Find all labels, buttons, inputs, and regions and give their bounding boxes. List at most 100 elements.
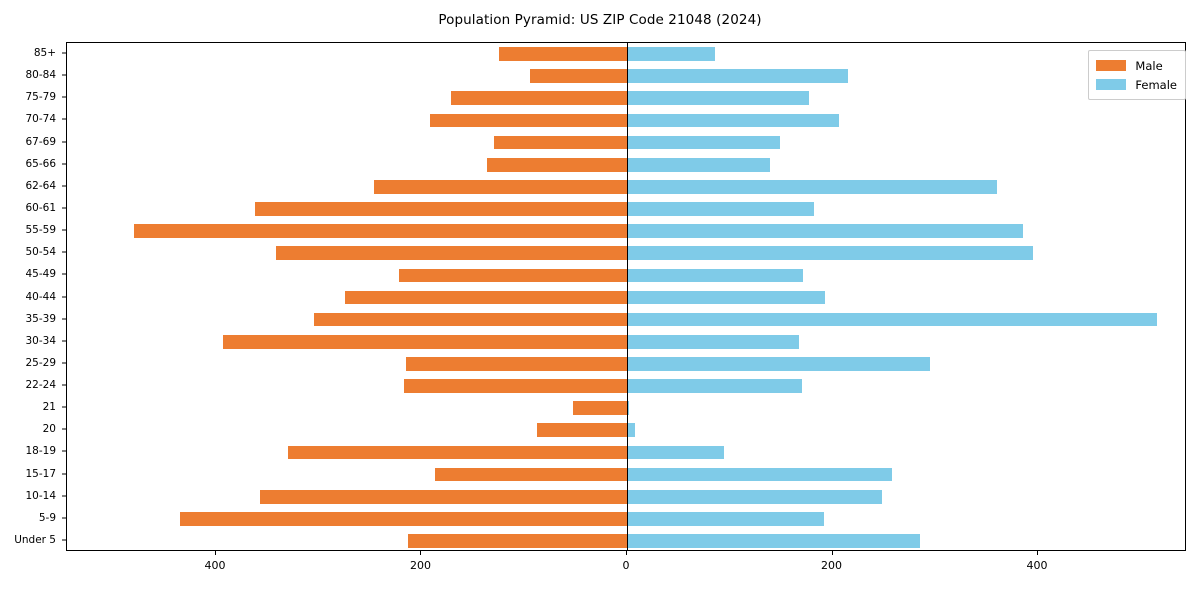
y-tick-label: 35-39 — [25, 312, 56, 325]
bar-female[interactable] — [627, 312, 1158, 327]
y-tick-label: 30-34 — [25, 334, 56, 347]
y-tick-label: 10-14 — [25, 489, 56, 502]
bar-male[interactable] — [572, 401, 627, 415]
y-tick-mark — [62, 539, 66, 541]
bar-male[interactable] — [404, 379, 627, 393]
y-tick-mark — [62, 251, 66, 253]
y-tick-label: 25-29 — [25, 356, 56, 369]
y-tick-mark — [62, 495, 66, 497]
legend-label-male: Male — [1135, 58, 1163, 73]
bar-male[interactable] — [498, 47, 627, 61]
bar-male[interactable] — [429, 113, 627, 128]
bar-row — [67, 423, 1185, 438]
bar-male[interactable] — [275, 246, 627, 261]
x-tick-mark — [1037, 551, 1038, 555]
bar-row — [67, 224, 1185, 238]
bar-male[interactable] — [408, 534, 627, 548]
x-tick-label: 400 — [204, 559, 226, 572]
bar-row — [67, 202, 1185, 216]
bar-male[interactable] — [313, 312, 627, 327]
zero-axis-line — [627, 43, 628, 550]
bar-male[interactable] — [133, 224, 627, 238]
bar-row — [67, 534, 1185, 548]
x-tick-mark — [420, 551, 422, 555]
bar-female[interactable] — [627, 423, 636, 438]
y-tick-mark — [62, 473, 66, 475]
bar-male[interactable] — [530, 69, 627, 84]
y-tick-label: 5-9 — [38, 511, 56, 524]
bar-row — [67, 379, 1185, 393]
x-axis: 400 200 0 200 400 — [66, 551, 1186, 591]
y-tick-mark — [62, 207, 66, 209]
bar-male[interactable] — [260, 489, 627, 504]
y-tick-mark — [62, 273, 66, 275]
x-tick-label: 200 — [409, 559, 431, 572]
y-tick-mark — [62, 163, 66, 165]
y-tick-mark — [62, 384, 66, 386]
y-axis: 85+ 80-84 75-79 70-74 67-69 65-66 62-64 60-61 55… — [0, 42, 66, 551]
bar-male[interactable] — [223, 334, 627, 349]
bar-female[interactable] — [627, 157, 770, 172]
bar-female[interactable] — [627, 179, 997, 194]
chart-title: Population Pyramid: US ZIP Code 21048 (2… — [438, 12, 762, 28]
y-tick-mark — [62, 296, 66, 297]
y-tick-mark — [62, 428, 66, 430]
bar-female[interactable] — [627, 357, 931, 371]
bar-female[interactable] — [627, 202, 814, 216]
bar-male[interactable] — [345, 290, 627, 305]
bar-male[interactable] — [487, 157, 627, 172]
bar-male[interactable] — [374, 179, 627, 194]
bar-female[interactable] — [627, 290, 826, 305]
bar-male[interactable] — [406, 357, 627, 371]
bar-row — [67, 445, 1185, 460]
y-tick-label: 45-49 — [25, 268, 56, 281]
bar-female[interactable] — [627, 445, 724, 460]
legend-entry-female[interactable]: Female — [1096, 75, 1177, 94]
bar-male[interactable] — [398, 268, 627, 283]
y-tick-mark — [62, 229, 66, 231]
y-tick-mark — [62, 96, 66, 98]
bar-female[interactable] — [627, 135, 781, 150]
x-tick-label: 200 — [821, 559, 842, 572]
bar-row — [67, 401, 1185, 415]
bar-female[interactable] — [627, 401, 630, 415]
bar-female[interactable] — [627, 379, 802, 393]
y-tick-mark — [62, 362, 66, 364]
bar-female[interactable] — [627, 489, 882, 504]
bar-male[interactable] — [494, 135, 627, 150]
y-tick-label: 20 — [42, 423, 56, 436]
bar-row — [67, 179, 1185, 194]
bar-row — [67, 334, 1185, 349]
bar-row — [67, 511, 1185, 526]
bar-female[interactable] — [627, 113, 839, 128]
bar-male[interactable] — [255, 202, 627, 216]
bar-row — [67, 290, 1185, 305]
bar-male[interactable] — [536, 423, 627, 438]
bar-female[interactable] — [627, 334, 799, 349]
bar-female[interactable] — [627, 268, 803, 283]
x-tick-mark — [214, 551, 216, 555]
y-tick-label: 21 — [42, 401, 56, 414]
chart-legend: Male Female — [1088, 50, 1186, 100]
bar-male[interactable] — [451, 91, 627, 106]
bar-female[interactable] — [627, 224, 1023, 238]
bar-female[interactable] — [627, 47, 716, 61]
y-tick-label: 22-24 — [25, 379, 56, 392]
x-tick-mark — [831, 551, 833, 555]
x-tick-label: 400 — [1026, 559, 1048, 572]
legend-swatch-male — [1096, 60, 1127, 71]
bar-female[interactable] — [627, 69, 848, 84]
bar-female[interactable] — [627, 91, 809, 106]
bar-male[interactable] — [180, 511, 627, 526]
y-tick-label: 60-61 — [25, 201, 56, 214]
bar-male[interactable] — [434, 467, 627, 482]
bar-female[interactable] — [627, 246, 1033, 261]
bar-row — [67, 91, 1185, 106]
legend-entry-male[interactable]: Male — [1096, 56, 1177, 75]
bar-male[interactable] — [287, 445, 627, 460]
bar-female[interactable] — [627, 467, 893, 482]
y-tick-label: 55-59 — [25, 224, 56, 237]
bar-female[interactable] — [627, 511, 825, 526]
bar-female[interactable] — [627, 534, 920, 548]
y-tick-label: 50-54 — [25, 246, 56, 259]
